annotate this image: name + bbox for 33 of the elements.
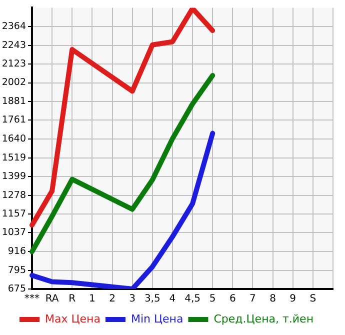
y-tick-label: 2123 [2, 58, 26, 70]
y-tick-label: 2002 [2, 77, 26, 88]
x-tick-label: 4 [169, 294, 176, 305]
x-tick-label: 3 [129, 294, 136, 305]
x-tick-label: *** [24, 294, 40, 305]
x-tick-label: 1 [89, 294, 96, 305]
x-tick-label: 7 [250, 294, 256, 305]
y-tick-label: 1761 [2, 114, 26, 126]
y-tick-label: 1881 [2, 96, 26, 108]
legend-label: Min Цена [130, 312, 184, 326]
y-tick-label: 1519 [2, 152, 26, 164]
y-tick-label: 1037 [2, 227, 26, 238]
x-tick-label: 9 [290, 294, 296, 305]
y-tick-label: 2364 [2, 20, 26, 32]
x-tick-label: 8 [270, 294, 276, 305]
y-tick-label: 1399 [2, 170, 26, 182]
x-tick-label: 2 [109, 294, 116, 305]
y-tick-label: 1278 [2, 190, 26, 201]
x-tick-label: 5 [209, 294, 216, 305]
y-tick-label: 2243 [2, 40, 26, 51]
x-tick-label: RA [45, 294, 59, 305]
x-tick-label: S [310, 294, 316, 305]
x-tick-label: R [68, 294, 76, 305]
y-tick-label: 795 [8, 264, 26, 276]
y-tick-label: 675 [8, 283, 26, 294]
legend-label: Сред.Цена, т.йен [214, 312, 314, 326]
y-tick-label: 1640 [2, 133, 26, 144]
y-tick-label: 916 [8, 246, 26, 258]
x-tick-label: 6 [229, 294, 236, 305]
legend-label: Max Цена [44, 312, 100, 326]
x-tick-label: 4,5 [184, 294, 200, 305]
y-tick-label: 1157 [2, 208, 26, 220]
x-tick-label: 3,5 [144, 294, 160, 305]
